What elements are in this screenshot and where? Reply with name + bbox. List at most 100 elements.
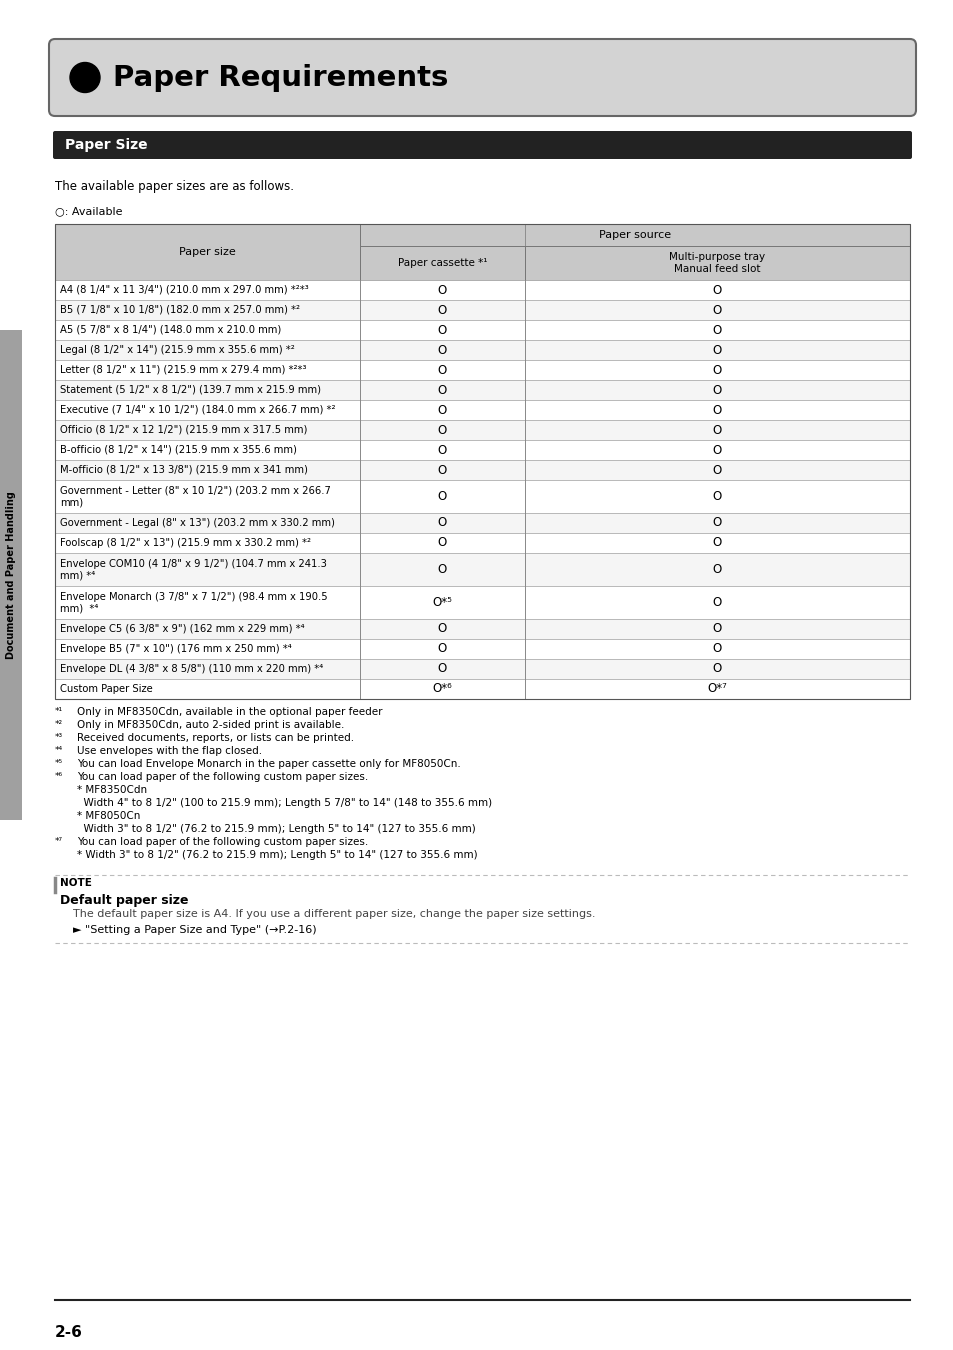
Text: O: O (712, 324, 721, 336)
Text: Paper source: Paper source (598, 230, 670, 240)
Text: O: O (712, 404, 721, 417)
Text: Received documents, reports, or lists can be printed.: Received documents, reports, or lists ca… (77, 733, 354, 743)
Text: A4 (8 1/4" x 11 3/4") (210.0 mm x 297.0 mm) *²*³: A4 (8 1/4" x 11 3/4") (210.0 mm x 297.0 … (60, 285, 309, 296)
Text: O: O (712, 463, 721, 477)
Bar (359, 400, 524, 420)
Bar (55, 340, 359, 360)
Bar (524, 659, 909, 679)
Bar (359, 340, 524, 360)
Text: Multi-purpose tray
Manual feed slot: Multi-purpose tray Manual feed slot (669, 252, 764, 274)
Bar (524, 440, 909, 460)
Text: Legal (8 1/2" x 14") (215.9 mm x 355.6 mm) *²: Legal (8 1/2" x 14") (215.9 mm x 355.6 m… (60, 346, 294, 355)
Text: The available paper sizes are as follows.: The available paper sizes are as follows… (55, 180, 294, 193)
Text: Use envelopes with the flap closed.: Use envelopes with the flap closed. (77, 747, 262, 756)
Bar (359, 440, 524, 460)
Text: You can load paper of the following custom paper sizes.: You can load paper of the following cust… (77, 772, 368, 782)
Text: *⁶: *⁶ (55, 772, 63, 782)
Bar (359, 246, 524, 279)
Text: Government - Legal (8" x 13") (203.2 mm x 330.2 mm): Government - Legal (8" x 13") (203.2 mm … (60, 518, 335, 528)
Text: ○: Available: ○: Available (55, 207, 122, 216)
Text: ► "Setting a Paper Size and Type" (→P.2-16): ► "Setting a Paper Size and Type" (→P.2-… (73, 925, 316, 936)
Bar (524, 586, 909, 620)
Bar (524, 246, 909, 279)
Text: * Width 3" to 8 1/2" (76.2 to 215.9 mm); Length 5" to 14" (127 to 355.6 mm): * Width 3" to 8 1/2" (76.2 to 215.9 mm);… (77, 850, 477, 860)
Bar (55, 586, 359, 620)
Text: Envelope B5 (7" x 10") (176 mm x 250 mm) *⁴: Envelope B5 (7" x 10") (176 mm x 250 mm)… (60, 644, 292, 653)
Bar (359, 300, 524, 320)
Text: The default paper size is A4. If you use a different paper size, change the pape: The default paper size is A4. If you use… (73, 909, 595, 919)
FancyBboxPatch shape (53, 131, 911, 159)
Text: O: O (437, 490, 447, 504)
Bar (524, 513, 909, 533)
Bar (55, 659, 359, 679)
Bar (359, 460, 524, 481)
Bar (359, 659, 524, 679)
Bar (0, 329, 22, 819)
Text: Letter (8 1/2" x 11") (215.9 mm x 279.4 mm) *²*³: Letter (8 1/2" x 11") (215.9 mm x 279.4 … (60, 364, 306, 375)
Bar (359, 279, 524, 300)
Text: O: O (712, 663, 721, 675)
Bar (359, 320, 524, 340)
Bar (359, 679, 524, 699)
Text: M-officio (8 1/2" x 13 3/8") (215.9 mm x 341 mm): M-officio (8 1/2" x 13 3/8") (215.9 mm x… (60, 464, 308, 475)
Text: O: O (437, 383, 447, 397)
Text: O: O (712, 517, 721, 529)
Bar (524, 279, 909, 300)
Text: O: O (712, 595, 721, 609)
Bar (55, 320, 359, 340)
Text: * MF8050Cn: * MF8050Cn (77, 811, 140, 821)
Text: O: O (437, 517, 447, 529)
Text: O: O (437, 284, 447, 297)
Text: *⁴: *⁴ (55, 747, 63, 755)
Text: O: O (712, 284, 721, 297)
Text: Envelope C5 (6 3/8" x 9") (162 mm x 229 mm) *⁴: Envelope C5 (6 3/8" x 9") (162 mm x 229 … (60, 624, 304, 634)
Text: O: O (437, 304, 447, 316)
Bar (55, 279, 359, 300)
Text: Paper Size: Paper Size (65, 138, 148, 153)
Text: Document and Paper Handling: Document and Paper Handling (6, 491, 16, 659)
Bar (524, 300, 909, 320)
Text: *⁵: *⁵ (55, 759, 63, 768)
Text: O: O (712, 490, 721, 504)
Bar (524, 360, 909, 379)
Text: O: O (712, 536, 721, 549)
Text: Envelope Monarch (3 7/8" x 7 1/2") (98.4 mm x 190.5
mm)  *⁴: Envelope Monarch (3 7/8" x 7 1/2") (98.4… (60, 591, 327, 613)
Text: *¹: *¹ (55, 707, 63, 716)
Bar (524, 420, 909, 440)
Text: Width 3" to 8 1/2" (76.2 to 215.9 mm); Length 5" to 14" (127 to 355.6 mm): Width 3" to 8 1/2" (76.2 to 215.9 mm); L… (77, 824, 476, 834)
Bar (55, 300, 359, 320)
Bar (524, 679, 909, 699)
Text: Envelope DL (4 3/8" x 8 5/8") (110 mm x 220 mm) *⁴: Envelope DL (4 3/8" x 8 5/8") (110 mm x … (60, 664, 323, 674)
Bar (55, 554, 359, 586)
Bar (359, 513, 524, 533)
Text: O: O (712, 343, 721, 356)
Text: Foolscap (8 1/2" x 13") (215.9 mm x 330.2 mm) *²: Foolscap (8 1/2" x 13") (215.9 mm x 330.… (60, 539, 311, 548)
Text: You can load paper of the following custom paper sizes.: You can load paper of the following cust… (77, 837, 368, 846)
Bar (524, 460, 909, 481)
Bar (359, 360, 524, 379)
Text: O: O (437, 363, 447, 377)
Text: O: O (437, 343, 447, 356)
Text: Envelope COM10 (4 1/8" x 9 1/2") (104.7 mm x 241.3
mm) *⁴: Envelope COM10 (4 1/8" x 9 1/2") (104.7 … (60, 559, 327, 580)
Text: O: O (437, 404, 447, 417)
Bar (55, 533, 359, 554)
Bar (359, 586, 524, 620)
Text: O: O (712, 444, 721, 456)
Text: A5 (5 7/8" x 8 1/4") (148.0 mm x 210.0 mm): A5 (5 7/8" x 8 1/4") (148.0 mm x 210.0 m… (60, 325, 281, 335)
Bar (55, 481, 359, 513)
Text: O: O (712, 622, 721, 636)
Text: Paper Requirements: Paper Requirements (112, 63, 448, 92)
Text: Government - Letter (8" x 10 1/2") (203.2 mm x 266.7
mm): Government - Letter (8" x 10 1/2") (203.… (60, 486, 331, 508)
Bar (359, 420, 524, 440)
Text: Executive (7 1/4" x 10 1/2") (184.0 mm x 266.7 mm) *²: Executive (7 1/4" x 10 1/2") (184.0 mm x… (60, 405, 335, 414)
Bar (55, 360, 359, 379)
Bar (524, 481, 909, 513)
Text: O: O (437, 663, 447, 675)
Bar (524, 340, 909, 360)
Bar (524, 379, 909, 400)
Text: O*⁵: O*⁵ (432, 595, 452, 609)
Bar (359, 639, 524, 659)
Text: *²: *² (55, 720, 63, 729)
Text: Custom Paper Size: Custom Paper Size (60, 684, 152, 694)
Bar (55, 679, 359, 699)
